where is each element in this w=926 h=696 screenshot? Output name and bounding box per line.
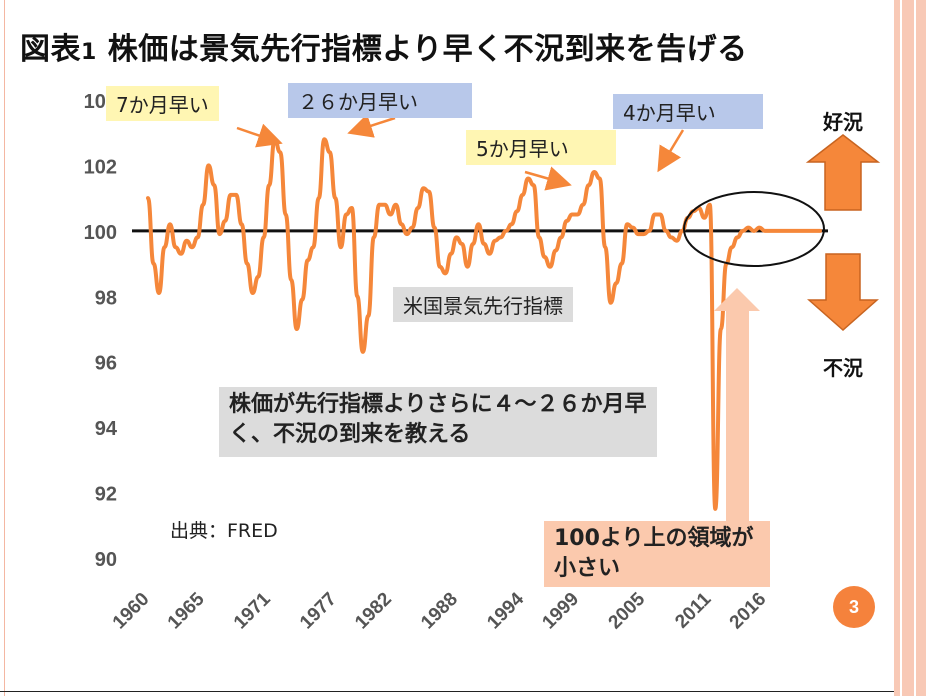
y-tick-label: 96 (95, 353, 117, 375)
x-tick-label: 1994 (483, 588, 528, 633)
y-tick-label: 92 (95, 484, 117, 506)
callout-5-months: 5か月早い (466, 130, 616, 165)
callout-7-months: 7か月早い (106, 86, 219, 121)
callout-arrow-2 (347, 113, 396, 138)
y-tick-label: 90 (95, 549, 117, 571)
x-tick-label: 1982 (351, 589, 396, 634)
x-tick-label: 1971 (230, 588, 275, 633)
series-line (146, 137, 822, 511)
page-number-badge: 3 (833, 586, 875, 628)
y-tick-label: 94 (95, 418, 118, 440)
callout-arrow-3 (524, 166, 572, 191)
small-area-note: 100より上の領域が小さい (544, 521, 770, 587)
y-tick-label: 100 (84, 222, 117, 244)
left-border (4, 0, 5, 696)
x-tick-label: 2005 (605, 588, 650, 633)
x-tick-label: 1999 (538, 589, 583, 634)
callout-arrow-1 (236, 123, 283, 148)
label-good: 好況 (823, 110, 863, 134)
x-tick-label: 1965 (164, 588, 209, 633)
right-decor-stripe (894, 0, 926, 696)
bottom-rule (0, 691, 894, 692)
big-up-arrow (714, 288, 760, 522)
callout-4-months: 4か月早い (613, 94, 763, 129)
explanation-note: 株価が先行指標よりさらに４～２６か月早く、不況の到来を教える (219, 387, 657, 457)
arrow-up-good (805, 134, 881, 211)
title-text: 株価は景気先行指標より早く不況到来を告げる (107, 32, 748, 67)
x-tick-label: 1988 (417, 589, 462, 634)
source-text: 出典：FRED (170, 520, 278, 542)
slide-title: 図表1 株価は景気先行指標より早く不況到来を告げる (20, 24, 748, 68)
callout-arrow-4 (657, 129, 685, 173)
series-label-box: 米国景気先行指標 (393, 287, 573, 322)
y-tick-label: 102 (84, 156, 117, 178)
x-tick-label: 1977 (296, 589, 341, 634)
x-tick-label: 2016 (726, 589, 771, 634)
highlight-ellipse (683, 191, 825, 267)
arrow-down-bad (807, 253, 879, 332)
label-bad: 不況 (823, 356, 863, 380)
x-tick-label: 2011 (671, 588, 715, 632)
title-number: 1 (81, 40, 97, 65)
title-prefix: 図表 (20, 32, 81, 67)
callout-26-months: ２６か月早い (288, 83, 472, 118)
x-tick-label: 1960 (109, 589, 154, 634)
y-tick-label: 98 (95, 287, 117, 309)
